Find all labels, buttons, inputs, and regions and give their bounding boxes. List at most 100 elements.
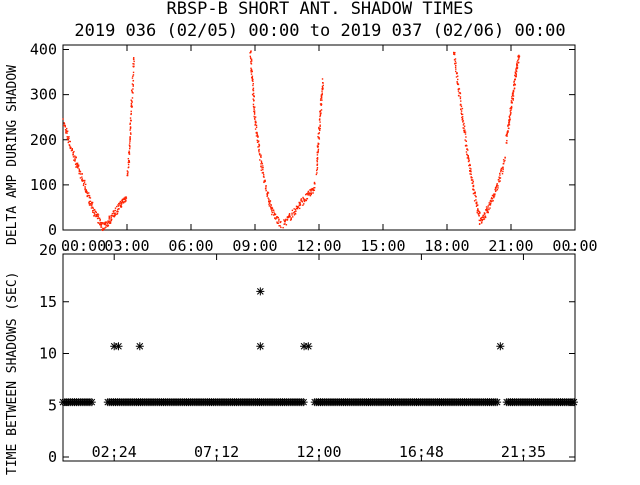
- top-data-point: [502, 166, 504, 168]
- top-data-point: [279, 225, 281, 227]
- top-data-point: [517, 58, 520, 60]
- top-data-point: [479, 212, 481, 214]
- top-data-point: [274, 218, 277, 220]
- top-data-point: [125, 197, 128, 199]
- top-data-point: [260, 165, 262, 168]
- top-data-point: [453, 51, 455, 54]
- top-data-point: [457, 83, 460, 86]
- top-data-point: [299, 203, 302, 205]
- top-data-point: [118, 202, 120, 205]
- top-data-point: [97, 221, 99, 224]
- top-data-point: [469, 167, 471, 169]
- top-data-point: [319, 110, 322, 113]
- top-data-point: [298, 203, 301, 205]
- bottom-y-tick-label: 20: [39, 241, 57, 259]
- top-data-point: [88, 201, 90, 204]
- top-data-point: [112, 215, 114, 218]
- top-data-point: [311, 188, 313, 191]
- top-data-point: [475, 202, 478, 204]
- top-data-point: [93, 215, 95, 217]
- top-data-point: [254, 106, 256, 108]
- top-data-point: [125, 200, 127, 202]
- top-data-point: [515, 70, 518, 73]
- top-data-point: [299, 201, 301, 204]
- top-data-point: [108, 215, 110, 217]
- top-data-point: [319, 113, 322, 115]
- top-data-point: [485, 208, 488, 210]
- top-data-point: [515, 73, 517, 75]
- top-data-point: [66, 127, 68, 130]
- top-data-point: [252, 98, 254, 100]
- top-data-point: [508, 124, 511, 126]
- top-data-point: [510, 105, 513, 108]
- top-data-point: [72, 152, 74, 154]
- top-data-point: [253, 108, 255, 110]
- top-data-point: [507, 130, 509, 132]
- top-data-point: [271, 213, 273, 216]
- top-data-point: [285, 218, 287, 221]
- top-data-point: [91, 206, 94, 209]
- top-data-point: [98, 217, 101, 219]
- top-data-point: [510, 100, 513, 102]
- top-data-point: [131, 77, 134, 79]
- top-data-point: [470, 176, 472, 178]
- top-data-point: [129, 129, 131, 131]
- top-data-point: [270, 204, 272, 206]
- top-data-point: [508, 115, 511, 118]
- bottom-data-point: [87, 398, 96, 407]
- top-data-point: [320, 98, 322, 100]
- top-data-point: [511, 96, 513, 98]
- top-data-point: [127, 171, 129, 173]
- top-data-point: [257, 136, 259, 138]
- top-y-tick-label: 0: [48, 221, 57, 239]
- top-data-point: [99, 223, 101, 226]
- bottom-data-point: [493, 398, 502, 407]
- top-data-point: [475, 199, 477, 201]
- top-data-point: [290, 217, 292, 219]
- top-data-point: [317, 148, 320, 151]
- top-data-point: [259, 154, 261, 156]
- top-data-point: [318, 132, 320, 135]
- top-data-point: [265, 186, 267, 188]
- top-data-point: [497, 179, 500, 181]
- top-data-point: [316, 163, 319, 165]
- top-data-point: [480, 217, 482, 219]
- top-data-point: [276, 216, 278, 218]
- top-data-point: [103, 222, 106, 224]
- top-data-point: [254, 124, 256, 126]
- top-data-point: [258, 148, 260, 151]
- top-data-point: [291, 209, 294, 212]
- top-data-point: [270, 208, 272, 210]
- top-data-point: [319, 114, 322, 117]
- top-data-point: [110, 219, 113, 222]
- top-data-point: [92, 209, 94, 212]
- top-data-point: [508, 118, 510, 121]
- top-data-point: [252, 92, 255, 95]
- top-data-point: [63, 123, 66, 125]
- top-data-point: [100, 223, 103, 225]
- top-data-point: [319, 121, 321, 123]
- top-data-point: [258, 144, 260, 146]
- top-data-point: [321, 93, 323, 96]
- top-data-point: [253, 100, 255, 102]
- top-data-point: [131, 100, 133, 102]
- top-data-point: [252, 103, 255, 106]
- top-data-point: [478, 210, 480, 213]
- top-data-point: [268, 203, 270, 205]
- top-data-point: [485, 206, 488, 208]
- top-data-point: [271, 211, 274, 214]
- top-data-point: [515, 69, 517, 71]
- top-data-point: [506, 142, 508, 144]
- top-data-point: [254, 128, 257, 130]
- top-data-point: [252, 88, 254, 91]
- top-data-point: [288, 214, 291, 216]
- top-data-point: [75, 156, 77, 159]
- top-data-point: [74, 157, 76, 159]
- top-data-point: [315, 169, 318, 172]
- top-data-point: [505, 134, 507, 137]
- top-data-point: [494, 188, 496, 191]
- top-data-point: [104, 223, 107, 225]
- top-data-point: [126, 170, 129, 172]
- top-data-point: [274, 217, 276, 219]
